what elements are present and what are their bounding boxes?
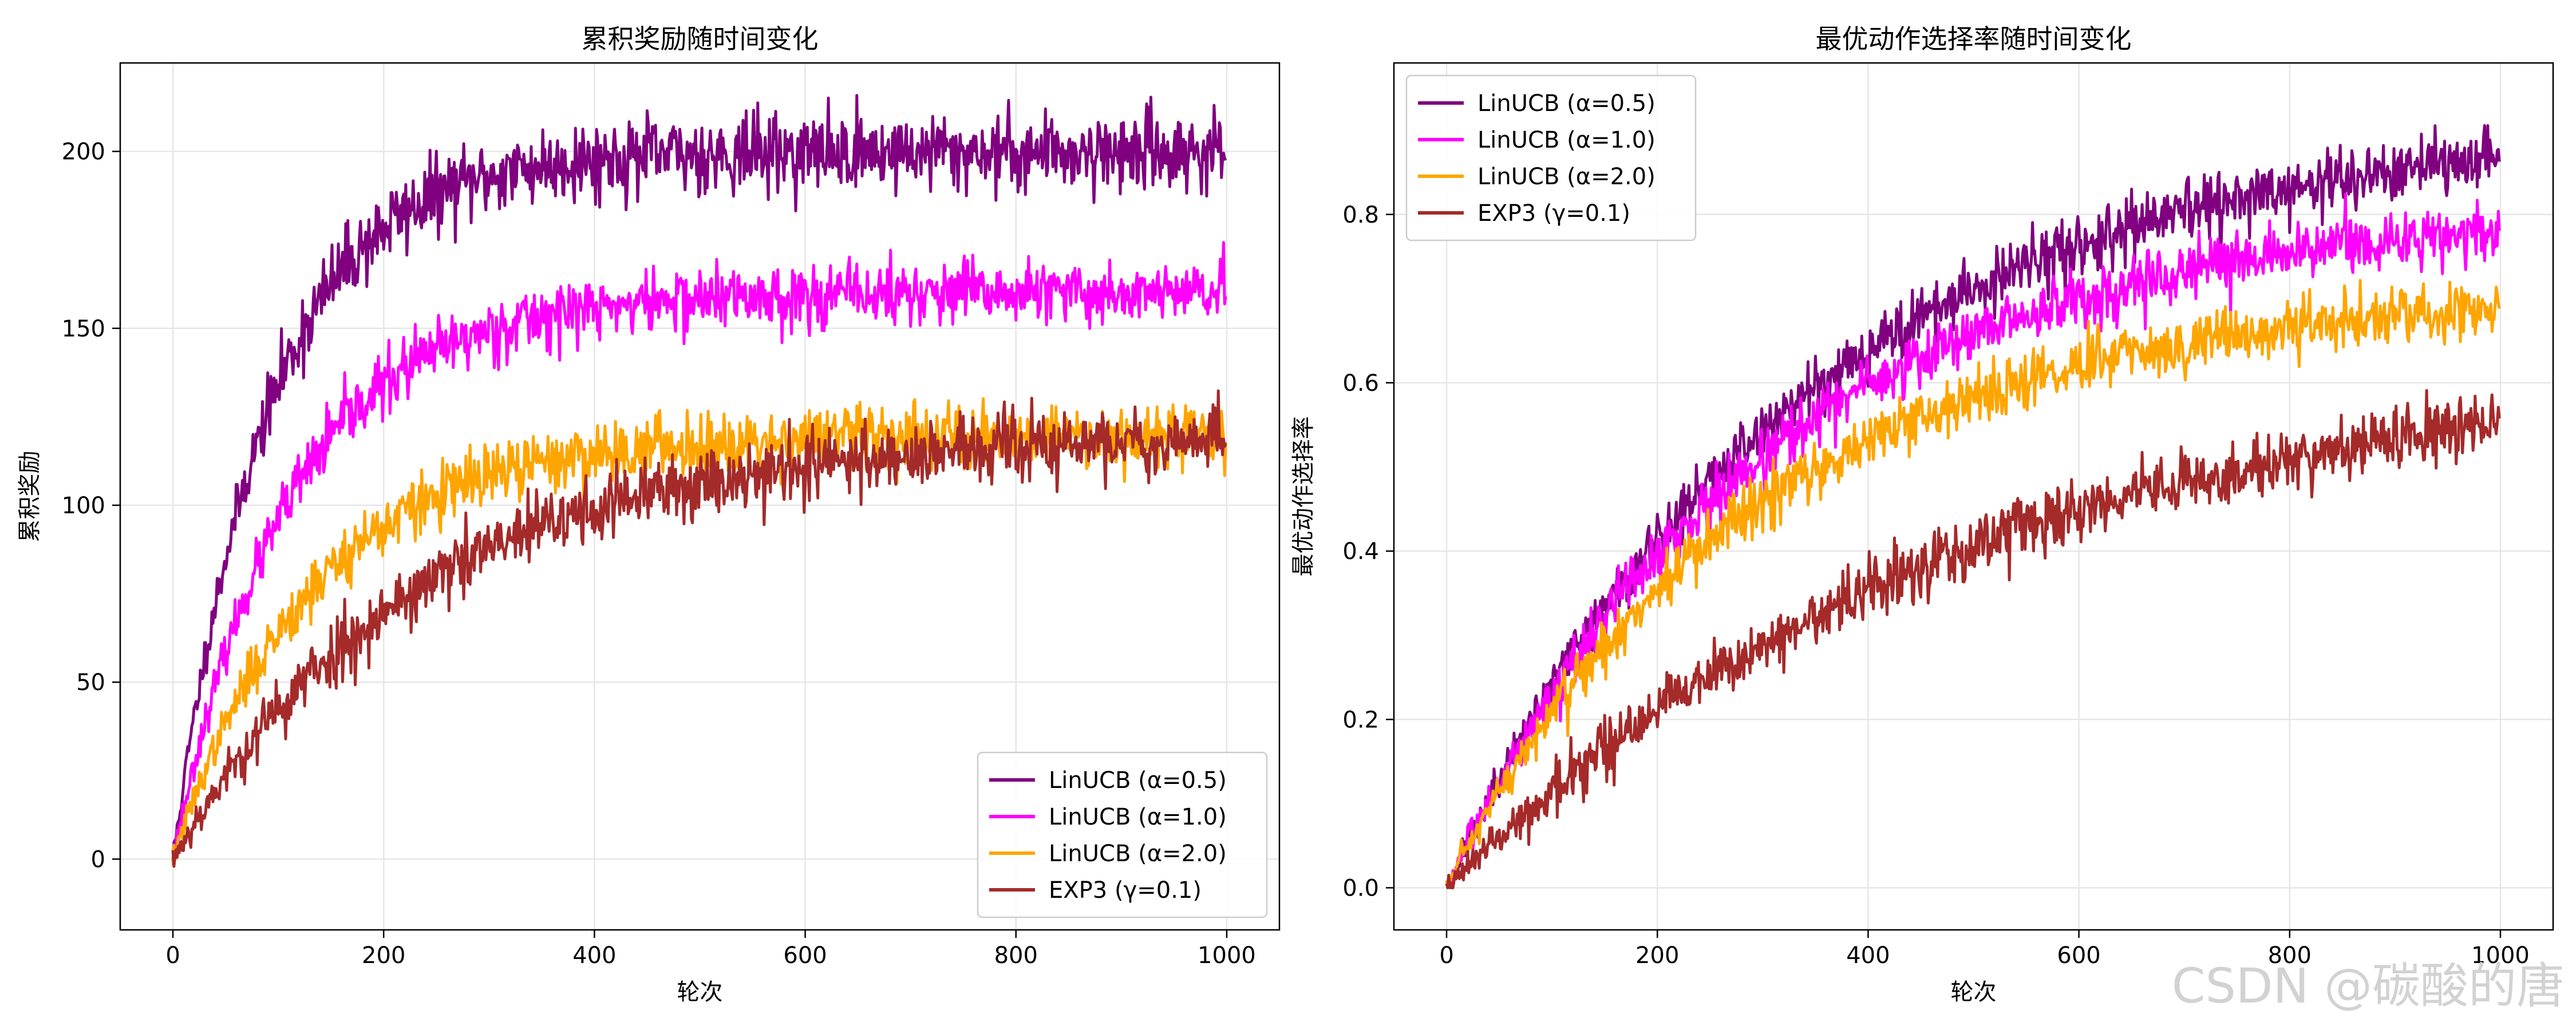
y-tick-label: 0.8 (1342, 202, 1379, 228)
y-tick-label: 50 (76, 670, 105, 696)
legend-box (977, 751, 1268, 918)
legend-label-2: LinUCB (α=1.0) (1477, 127, 1656, 153)
x-tick-label: 400 (1846, 942, 1890, 969)
legend-label-4: EXP3 (γ=0.1) (1049, 877, 1202, 904)
legend-label-1: LinUCB (α=0.5) (1049, 767, 1227, 794)
x-tick-label: 0 (1439, 942, 1453, 969)
x-axis-label: 轮次 (1951, 979, 1997, 1005)
y-tick-label: 0.2 (1342, 707, 1379, 733)
series-line-2 (171, 241, 1227, 866)
y-tick-label: 150 (62, 316, 105, 342)
x-axis-label: 轮次 (677, 979, 723, 1005)
watermark: CSDN @碳酸的唐 (2172, 958, 2565, 1014)
x-tick-label: 600 (783, 942, 827, 969)
y-tick-label: 0.4 (1342, 538, 1379, 565)
x-tick-label: 1000 (2471, 942, 2530, 969)
legend-label-1: LinUCB (α=0.5) (1477, 90, 1656, 117)
x-tick-label: 200 (362, 942, 405, 969)
legend-label-3: LinUCB (α=2.0) (1049, 841, 1227, 867)
x-tick-label: 600 (2057, 942, 2100, 969)
series-line-4 (171, 389, 1227, 868)
y-tick-label: 0.6 (1342, 370, 1379, 397)
series-group (171, 94, 1227, 868)
x-tick-label: 0 (165, 942, 180, 969)
series-line-2 (1445, 192, 2501, 888)
chart-title: 最优动作选择率随时间变化 (1816, 23, 2132, 54)
optimal-action-rate-chart: 0 200 400 600 800 1000 0.0 0.2 0.4 0.6 0.8 最优动作选择率随… (1290, 23, 2554, 1005)
x-tick-label: 800 (2268, 942, 2312, 969)
legend: LinUCB (α=0.5) LinUCB (α=1.0) LinUCB (α=2.… (1405, 74, 1697, 241)
legend-label-4: EXP3 (γ=0.1) (1477, 200, 1630, 227)
y-axis-label: 最优动作选择率 (1290, 417, 1317, 577)
cumulative-reward-chart: 0 200 400 600 800 1000 0 50 100 150 200 累积奖励随时间变化轮次… (17, 23, 1281, 1005)
x-tick-label: 200 (1635, 942, 1679, 969)
x-tick-label: 1000 (1198, 942, 1256, 969)
y-tick-label: 200 (62, 139, 105, 165)
y-tick-label: 0.0 (1342, 875, 1379, 901)
x-tick-label: 400 (572, 942, 616, 969)
y-axis-label: 累积奖励 (17, 451, 43, 542)
series-line-1 (1446, 124, 2501, 889)
y-tick-label: 100 (62, 493, 105, 519)
x-tick-label: 800 (994, 942, 1038, 969)
series-line-4 (1445, 389, 2501, 889)
series-group (1445, 124, 2501, 889)
legend: LinUCB (α=0.5) LinUCB (α=1.0) LinUCB (α=2.… (977, 751, 1268, 918)
series-line-1 (171, 94, 1227, 861)
legend-label-2: LinUCB (α=1.0) (1049, 804, 1227, 830)
chart-title: 累积奖励随时间变化 (582, 23, 819, 54)
legend-label-3: LinUCB (α=2.0) (1477, 164, 1656, 190)
axes-frame (119, 62, 1281, 931)
axes-frame (1393, 62, 2554, 931)
series-line-3 (1445, 279, 2501, 889)
y-tick-label: 0 (91, 846, 105, 873)
legend-box (1405, 74, 1697, 241)
